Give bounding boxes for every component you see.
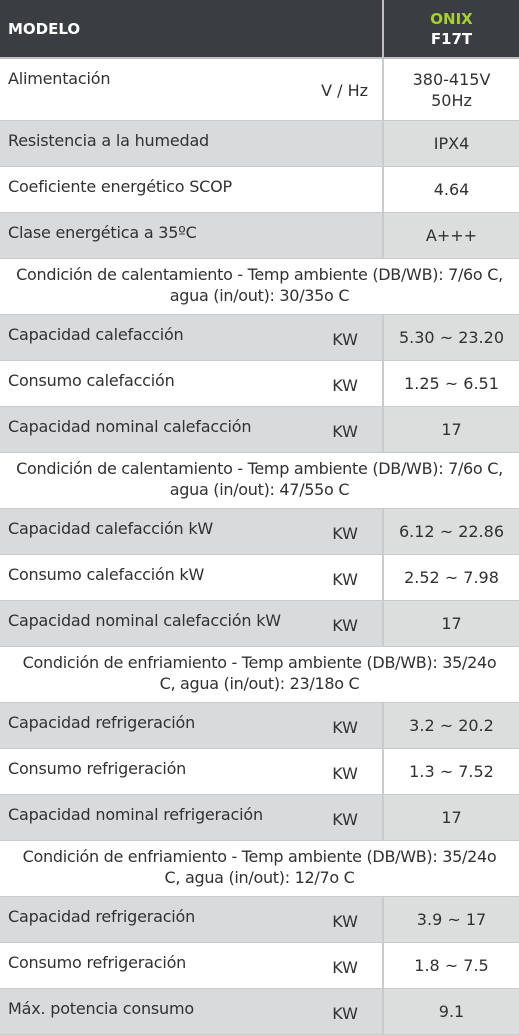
table-row: Capacidad nominal calefacción kW KW 17	[0, 601, 519, 647]
row-value: 17	[382, 407, 519, 452]
condition-line-1: Condición de enfriamiento - Temp ambient…	[22, 653, 497, 672]
row-value: 1.3 ~ 7.52	[382, 749, 519, 794]
row-label: Consumo calefacción	[8, 371, 175, 390]
row-unit: V / Hz	[321, 81, 368, 100]
condition-line-1: Condición de calentamiento - Temp ambien…	[16, 265, 503, 284]
row-value: 2.52 ~ 7.98	[382, 555, 519, 600]
condition-row: Condición de calentamiento - Temp ambien…	[0, 259, 519, 315]
table-row: Consumo refrigeración KW 1.8 ~ 7.5	[0, 943, 519, 989]
table-row: Capacidad refrigeración KW 3.2 ~ 20.2	[0, 703, 519, 749]
row-label: Capacidad refrigeración	[8, 713, 196, 732]
condition-line-2: agua (in/out): 47/55o C	[169, 480, 350, 499]
condition-row: Condición de enfriamiento - Temp ambient…	[0, 647, 519, 703]
row-unit: KW	[332, 958, 358, 977]
row-value: 17	[382, 795, 519, 840]
row-label: Alimentación	[8, 69, 111, 88]
row-unit: KW	[332, 422, 358, 441]
table-row: Máx. potencia consumo KW 9.1	[0, 989, 519, 1035]
row-label: Coeficiente energético SCOP	[8, 177, 232, 196]
table-row: Consumo calefacción kW KW 2.52 ~ 7.98	[0, 555, 519, 601]
row-label: Consumo calefacción kW	[8, 565, 205, 584]
row-unit: KW	[332, 616, 358, 635]
condition-line-2: agua (in/out): 30/35o C	[169, 286, 350, 305]
row-label: Capacidad refrigeración	[8, 907, 196, 926]
table-row: Capacidad calefacción KW 5.30 ~ 23.20	[0, 315, 519, 361]
table-row: Clase energética a 35ºC A+++	[0, 213, 519, 259]
condition-row: Condición de enfriamiento - Temp ambient…	[0, 841, 519, 897]
condition-row: Condición de calentamiento - Temp ambien…	[0, 453, 519, 509]
row-value-line-1: 380-415V	[412, 69, 491, 89]
row-label: Capacidad nominal calefacción	[8, 417, 252, 436]
row-unit: KW	[332, 718, 358, 737]
row-value: 1.25 ~ 6.51	[382, 361, 519, 406]
row-label: Máx. potencia consumo	[8, 999, 194, 1018]
row-unit: KW	[332, 330, 358, 349]
row-unit: KW	[332, 1004, 358, 1023]
header-label: MODELO	[8, 19, 81, 38]
table-row: Capacidad refrigeración KW 3.9 ~ 17	[0, 897, 519, 943]
row-value: 3.2 ~ 20.2	[382, 703, 519, 748]
row-value: 5.30 ~ 23.20	[382, 315, 519, 360]
row-value-line-2: 50Hz	[431, 90, 472, 110]
row-unit: KW	[332, 912, 358, 931]
table-header: MODELO ONIX F17T	[0, 0, 519, 59]
row-value: 380-415V 50Hz	[382, 59, 519, 120]
condition-line-2: C, agua (in/out): 12/7o C	[164, 868, 355, 887]
condition-line-2: C, agua (in/out): 23/18o C	[159, 674, 360, 693]
row-value: 17	[382, 601, 519, 646]
table-row: Coeficiente energético SCOP 4.64	[0, 167, 519, 213]
row-label: Resistencia a la humedad	[8, 131, 210, 150]
brand-name: ONIX	[430, 9, 473, 28]
table-row: Resistencia a la humedad IPX4	[0, 121, 519, 167]
row-label: Capacidad calefacción kW	[8, 519, 214, 538]
table-row: Alimentación V / Hz 380-415V 50Hz	[0, 59, 519, 121]
condition-line-1: Condición de enfriamiento - Temp ambient…	[22, 847, 497, 866]
model-name: F17T	[430, 29, 473, 48]
header-model-cell: ONIX F17T	[382, 0, 519, 57]
row-unit: KW	[332, 570, 358, 589]
table-row: Consumo refrigeración KW 1.3 ~ 7.52	[0, 749, 519, 795]
table-row: Capacidad nominal calefacción KW 17	[0, 407, 519, 453]
table-row: Capacidad nominal refrigeración KW 17	[0, 795, 519, 841]
row-value: 3.9 ~ 17	[382, 897, 519, 942]
condition-line-1: Condición de calentamiento - Temp ambien…	[16, 459, 503, 478]
row-unit: KW	[332, 524, 358, 543]
row-label: Consumo refrigeración	[8, 953, 187, 972]
row-value: 6.12 ~ 22.86	[382, 509, 519, 554]
row-value: IPX4	[382, 121, 519, 166]
row-value: 4.64	[382, 167, 519, 212]
table-row: Consumo calefacción KW 1.25 ~ 6.51	[0, 361, 519, 407]
row-label: Consumo refrigeración	[8, 759, 187, 778]
row-label: Capacidad calefacción	[8, 325, 184, 344]
row-value: A+++	[382, 213, 519, 258]
row-unit: KW	[332, 810, 358, 829]
row-unit: KW	[332, 764, 358, 783]
row-label: Clase energética a 35ºC	[8, 223, 197, 242]
row-unit: KW	[332, 376, 358, 395]
row-label: Capacidad nominal calefacción kW	[8, 611, 281, 630]
row-value: 9.1	[382, 989, 519, 1034]
row-label: Capacidad nominal refrigeración	[8, 805, 263, 824]
table-row: Capacidad calefacción kW KW 6.12 ~ 22.86	[0, 509, 519, 555]
row-value: 1.8 ~ 7.5	[382, 943, 519, 988]
table-body: Alimentación V / Hz 380-415V 50Hz Resistenci…	[0, 59, 519, 1035]
